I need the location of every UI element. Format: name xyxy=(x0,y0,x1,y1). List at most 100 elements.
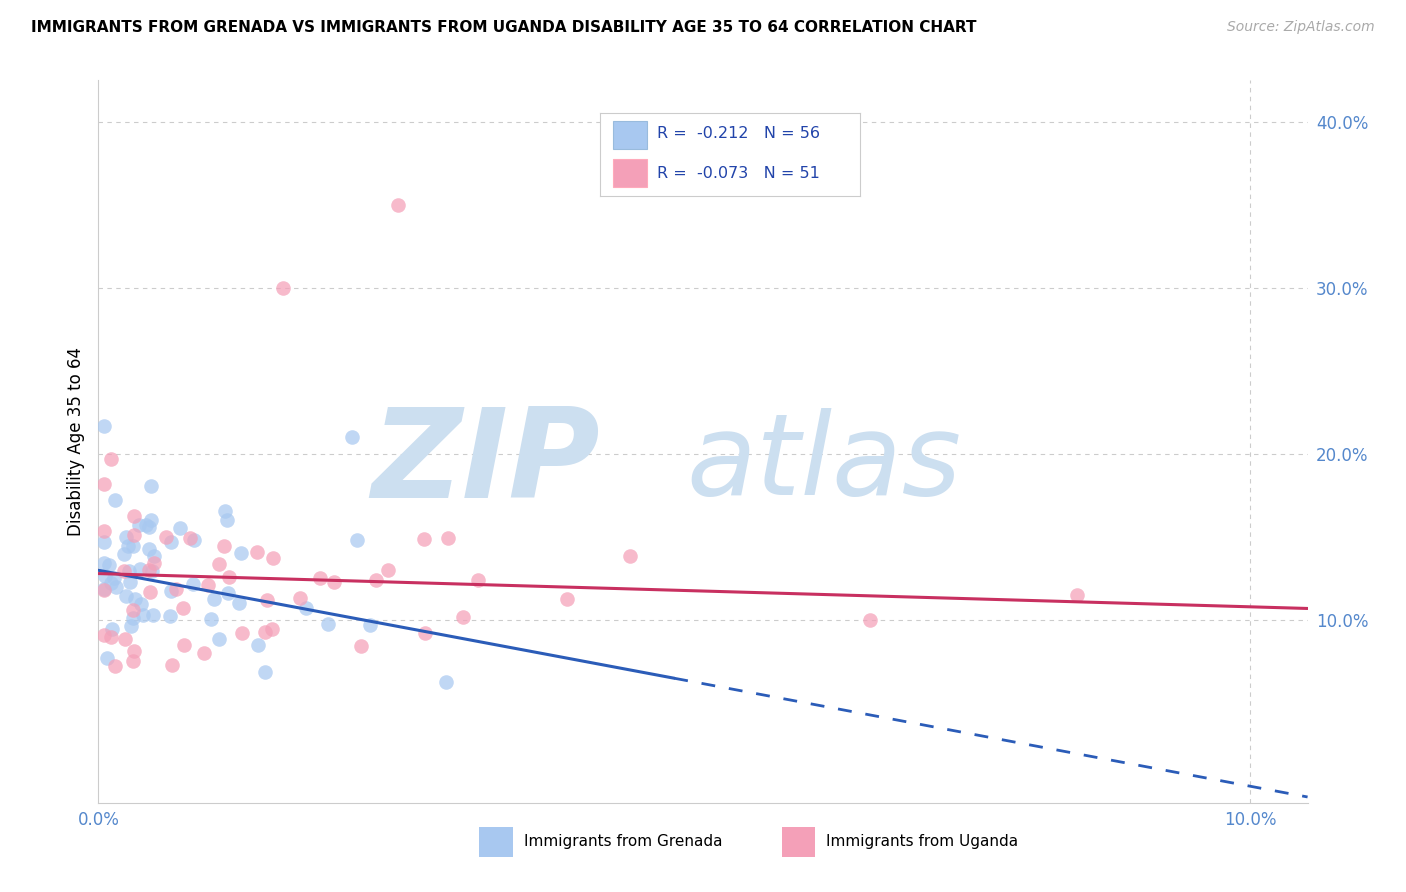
Point xyxy=(121,539,143,553)
Point xyxy=(122,508,145,523)
Point xyxy=(112,547,135,561)
Text: Immigrants from Grenada: Immigrants from Grenada xyxy=(524,834,723,849)
Point xyxy=(322,575,344,590)
Point xyxy=(364,573,387,587)
Point xyxy=(129,561,152,575)
Point xyxy=(105,580,128,594)
Point xyxy=(415,626,437,640)
Point xyxy=(122,603,145,617)
Point xyxy=(159,608,181,623)
Point xyxy=(104,493,127,508)
Y-axis label: Disability Age 35 to 64: Disability Age 35 to 64 xyxy=(66,347,84,536)
Point xyxy=(412,533,434,547)
Point xyxy=(139,514,162,528)
Point xyxy=(387,198,409,212)
Point xyxy=(139,479,162,493)
Point xyxy=(100,630,122,644)
Point xyxy=(262,551,284,566)
Point xyxy=(202,591,225,606)
Point xyxy=(114,632,136,646)
Point xyxy=(340,430,363,444)
Point xyxy=(115,589,138,603)
Point xyxy=(197,577,219,591)
Point xyxy=(93,556,115,570)
Point xyxy=(93,477,115,491)
Text: IMMIGRANTS FROM GRENADA VS IMMIGRANTS FROM UGANDA DISABILITY AGE 35 TO 64 CORREL: IMMIGRANTS FROM GRENADA VS IMMIGRANTS FR… xyxy=(31,20,976,35)
Point xyxy=(155,530,177,544)
Point xyxy=(160,658,183,673)
Point xyxy=(117,539,139,553)
Point xyxy=(316,617,339,632)
Point xyxy=(260,622,283,636)
Point xyxy=(142,557,165,571)
Point xyxy=(120,618,142,632)
Point xyxy=(434,675,457,690)
Point xyxy=(253,624,276,639)
Text: Source: ZipAtlas.com: Source: ZipAtlas.com xyxy=(1227,20,1375,34)
Point xyxy=(135,518,157,533)
Point xyxy=(179,531,201,545)
Point xyxy=(94,569,117,583)
Point xyxy=(218,570,240,584)
Point xyxy=(1066,588,1088,602)
Point xyxy=(215,513,238,527)
Point xyxy=(228,596,250,610)
Point xyxy=(142,607,165,622)
Point xyxy=(138,541,160,556)
Point xyxy=(96,651,118,665)
Point xyxy=(100,576,122,591)
Point xyxy=(169,521,191,535)
Point xyxy=(129,597,152,611)
Point xyxy=(100,451,122,466)
Point xyxy=(172,601,194,615)
Point xyxy=(453,610,475,624)
Point xyxy=(271,281,294,295)
Point xyxy=(93,628,115,642)
Point xyxy=(103,571,125,585)
Point xyxy=(214,504,236,518)
Point xyxy=(122,527,145,541)
Point xyxy=(93,524,115,538)
Point xyxy=(97,558,120,572)
Point xyxy=(208,557,231,571)
Point xyxy=(246,638,269,652)
Point xyxy=(138,563,160,577)
Point xyxy=(193,646,215,660)
Point xyxy=(118,564,141,578)
Point xyxy=(467,573,489,587)
Point xyxy=(309,571,332,585)
Point xyxy=(377,563,399,577)
Point xyxy=(555,592,578,607)
Point xyxy=(254,665,277,679)
Point xyxy=(859,613,882,627)
Point xyxy=(124,591,146,606)
Point xyxy=(93,534,115,549)
Point xyxy=(231,625,253,640)
Point xyxy=(200,611,222,625)
Point xyxy=(246,545,269,559)
Point xyxy=(120,574,142,589)
Point xyxy=(231,546,253,560)
Point xyxy=(121,654,143,668)
Point xyxy=(141,564,163,578)
Point xyxy=(359,618,381,632)
Point xyxy=(124,644,146,658)
Point xyxy=(101,622,124,636)
Point xyxy=(619,549,641,563)
Point xyxy=(93,582,115,596)
Point xyxy=(93,419,115,434)
Point xyxy=(93,582,115,597)
Point xyxy=(346,533,368,547)
Point xyxy=(160,583,183,598)
Point xyxy=(350,640,373,654)
Point xyxy=(217,586,239,600)
Point xyxy=(138,520,160,534)
Point xyxy=(208,632,231,646)
Point xyxy=(114,529,136,543)
Point xyxy=(160,535,183,549)
Point xyxy=(181,577,204,591)
Text: ZIP: ZIP xyxy=(371,402,600,524)
Point xyxy=(212,539,235,553)
Point xyxy=(290,591,312,605)
Point xyxy=(183,533,205,548)
